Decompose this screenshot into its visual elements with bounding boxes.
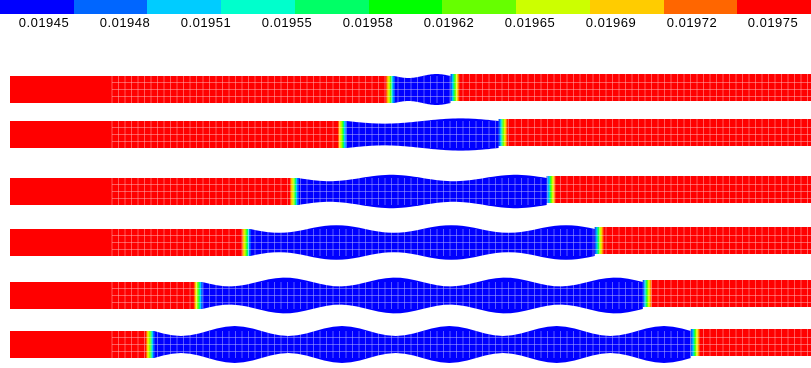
colorbar-swatch	[221, 0, 295, 14]
deformation-strip	[10, 277, 811, 314]
strip-transition-band	[599, 227, 602, 254]
strip-transition-band	[457, 74, 460, 101]
strip-transition-band	[694, 329, 697, 356]
strip-transition-band	[648, 280, 651, 307]
strip-transition-band	[598, 227, 600, 254]
strip-transition-band	[552, 176, 555, 203]
colorbar-swatch	[73, 0, 148, 14]
colorbar	[0, 0, 811, 14]
colorbar-tick-label: 0.01969	[585, 15, 637, 30]
strip-high-region	[498, 119, 811, 146]
strip-transition-band	[456, 74, 459, 101]
deformation-strip	[10, 118, 811, 151]
colorbar-swatch	[589, 0, 664, 14]
strip-transition-band	[690, 329, 693, 356]
strip-transition-band	[647, 280, 650, 307]
strip-transition-band	[695, 329, 698, 356]
strip-transition-band	[696, 329, 699, 356]
strip-mesh	[111, 176, 811, 205]
strip-transition-band	[693, 329, 695, 356]
strip-mesh	[111, 119, 811, 148]
strip-high-region	[594, 227, 811, 254]
deformation-strip	[10, 174, 811, 209]
strip-transition-band	[692, 329, 694, 356]
deformation-strip	[10, 74, 811, 105]
deformation-strip	[10, 326, 811, 363]
strip-high-region	[642, 280, 811, 307]
strip-transition-band	[455, 74, 457, 101]
strip-transition-band	[550, 176, 552, 203]
strip-transition-band	[504, 119, 507, 146]
colorbar-swatch	[442, 0, 517, 14]
strip-transition-band	[451, 74, 454, 101]
colorbar-tick-labels: 0.01945 0.01948 0.01951 0.01955 0.01958 0.019…	[0, 14, 811, 30]
colorbar-tick-label: 0.01958	[342, 15, 394, 30]
colorbar-swatch	[147, 0, 222, 14]
colorbar-tick-label: 0.01962	[423, 15, 475, 30]
strip-transition-band	[547, 176, 550, 203]
strip-transition-band	[452, 74, 455, 101]
colorbar-tick-label: 0.01945	[18, 15, 70, 30]
colorbar-swatch	[663, 0, 738, 14]
colorbar-tick-label: 0.01955	[261, 15, 313, 30]
strip-transition-band	[549, 176, 551, 203]
strip-transition-band	[698, 329, 700, 356]
strip-transition-band	[503, 119, 506, 146]
strip-mesh	[111, 329, 811, 358]
colorbar-swatch	[0, 0, 74, 14]
strip-transition-band	[553, 176, 556, 203]
strip-high-region	[450, 74, 811, 101]
strip-transition-band	[597, 227, 599, 254]
colorbar-swatch	[294, 0, 369, 14]
colorbar-tick-label: 0.01972	[666, 15, 718, 30]
strip-transition-band	[601, 227, 604, 254]
colorbar-swatch	[516, 0, 590, 14]
strip-transition-band	[594, 227, 597, 254]
colorbar-swatch	[737, 0, 811, 14]
strip-transition-band	[502, 119, 504, 146]
strip-transition-band	[450, 74, 453, 101]
strip-transition-band	[645, 280, 647, 307]
strip-transition-band	[499, 119, 502, 146]
strip-high-region	[690, 329, 811, 356]
colorbar-swatch	[368, 0, 443, 14]
strip-transition-band	[551, 176, 554, 203]
colorbar-tick-label: 0.01951	[180, 15, 232, 30]
strip-transition-band	[505, 119, 508, 146]
strip-mesh	[111, 227, 811, 256]
strip-transition-band	[600, 227, 603, 254]
deformation-strip	[10, 225, 811, 260]
strip-transition-band	[649, 280, 652, 307]
strip-mesh	[111, 280, 811, 309]
strip-transition-band	[454, 74, 456, 101]
strip-transition-band	[646, 280, 648, 307]
strip-transition-band	[498, 119, 501, 146]
strip-transition-band	[642, 280, 645, 307]
colorbar-tick-label: 0.01948	[99, 15, 151, 30]
strip-mesh	[111, 74, 811, 103]
colorbar-tick-label: 0.01965	[504, 15, 556, 30]
strip-transition-band	[595, 227, 598, 254]
colorbar-tick-label: 0.01975	[747, 15, 799, 30]
